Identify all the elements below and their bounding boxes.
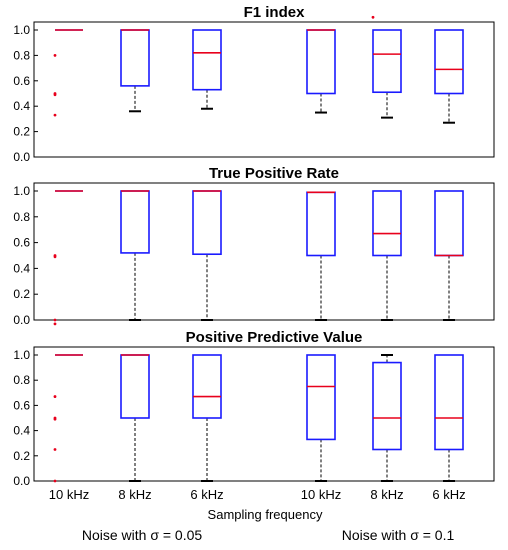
y-tick-label: 1.0 [13,348,30,362]
outlier-point [53,113,57,117]
group-label-high-noise: Noise with σ = 0.1 [342,527,455,543]
box-1 [53,354,83,483]
iqr-box [434,354,464,451]
box-3 [192,29,222,110]
y-tick-label: 0.2 [13,125,30,139]
panel: F1 index 0.0 0.2 0.4 0.6 0.8 1.0 [13,4,495,164]
iqr-box [434,190,464,257]
outlier-point [53,322,57,326]
outlier-point [53,54,57,57]
outlier-point [53,318,57,322]
iqr-box [120,190,150,254]
iqr-box [372,29,402,94]
iqr-box [306,191,336,257]
plot-frame [33,346,495,482]
panel-title: Positive Predictive Value [186,329,363,346]
x-tick-label: 6 kHz [432,487,465,502]
box-6 [434,190,464,321]
iqr-box [120,354,150,419]
iqr-box [120,29,150,87]
panel-title: True Positive Rate [209,165,339,182]
y-tick-label: 0.6 [13,74,30,88]
iqr-box [306,354,336,441]
outlier-point [53,93,57,97]
box-4 [306,191,336,321]
plot-frame [33,21,495,158]
y-tick-label: 0.4 [13,99,30,113]
box-2 [120,354,150,482]
y-tick-label: 0.2 [13,287,30,301]
outlier-point [53,255,57,259]
x-tick-label: 6 kHz [190,487,223,502]
y-tick-label: 1.0 [13,23,30,37]
x-tick-label: 8 kHz [118,487,151,502]
x-tick-label: 8 kHz [370,487,403,502]
y-tick-label: 0.0 [13,474,30,488]
y-tick-label: 0.0 [13,313,30,327]
panel-title: F1 index [244,4,306,21]
y-tick-label: 1.0 [13,184,30,198]
iqr-box [372,190,402,257]
panel: Positive Predictive Value 0.0 0.2 0.4 0.6 0.8… [13,329,495,488]
plot-frame [33,182,495,321]
box-3 [192,190,222,321]
group-label-low-noise: Noise with σ = 0.05 [82,527,203,543]
outlier-point [371,15,375,19]
iqr-box [192,29,222,91]
x-tick-label: 10 kHz [49,487,89,502]
box-5 [372,354,402,482]
iqr-box [434,29,464,95]
box-5 [371,15,402,119]
outlier-point [53,395,57,398]
y-tick-label: 0.4 [13,424,30,438]
y-tick-label: 0.8 [13,48,30,62]
y-tick-label: 0.6 [13,236,30,250]
box-1 [53,29,83,117]
y-tick-label: 0.0 [13,150,30,164]
panel: True Positive Rate 0.0 0.2 0.4 0.6 0.8 1.0 [13,165,495,327]
outlier-point [53,479,57,483]
box-5 [372,190,402,321]
outlier-point [53,448,57,451]
box-1 [53,190,83,326]
x-axis: 10 kHz 8 kHz 6 kHz 10 kHz 8 kHz 6 kHz [49,487,466,502]
box-4 [306,29,336,114]
iqr-box [192,354,222,419]
iqr-box [372,361,402,451]
iqr-box [306,29,336,95]
box-6 [434,354,464,482]
y-tick-label: 0.8 [13,210,30,224]
y-tick-label: 0.6 [13,398,30,412]
outlier-point [53,417,57,421]
x-tick-label: 10 kHz [301,487,341,502]
y-tick-label: 0.8 [13,373,30,387]
y-tick-label: 0.4 [13,261,30,275]
box-2 [120,29,150,113]
x-axis-label: Sampling frequency [208,507,323,522]
box-4 [306,354,336,482]
box-2 [120,190,150,321]
box-3 [192,354,222,482]
iqr-box [192,190,222,256]
y-tick-label: 0.2 [13,449,30,463]
box-6 [434,29,464,124]
